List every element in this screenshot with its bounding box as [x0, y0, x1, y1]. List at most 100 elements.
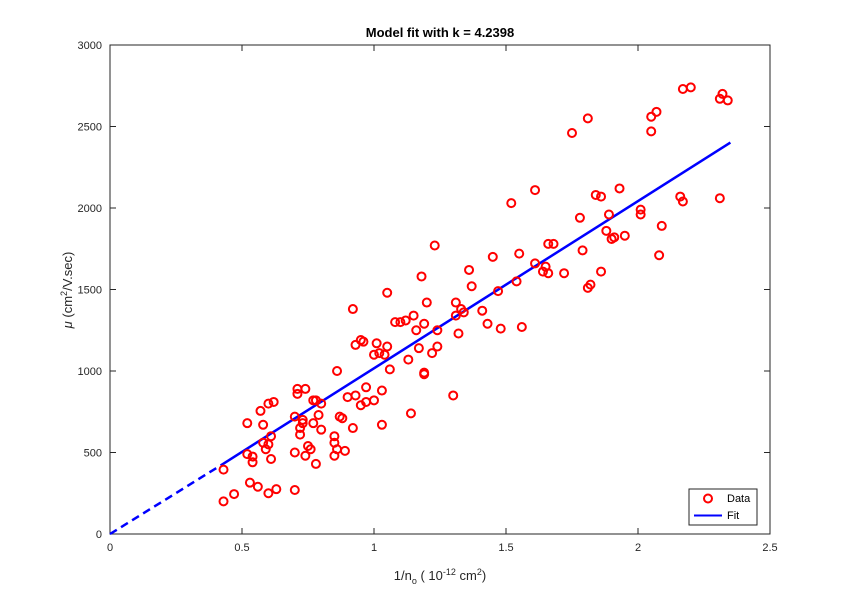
- axis-ticks: 0 0.5 1 1.5 2 2.5 0 500 1000 1500 2000 2500 3000: [78, 40, 778, 554]
- y-tick-label: 3000: [78, 40, 102, 52]
- plot-area: [109, 44, 771, 535]
- data-point: [337, 413, 348, 424]
- data-point: [247, 457, 258, 468]
- fit-line-dashed: [109, 464, 222, 536]
- data-point: [229, 489, 240, 500]
- data-point: [266, 431, 277, 442]
- data-point: [453, 328, 464, 339]
- data-point: [487, 251, 498, 262]
- data-point: [255, 405, 266, 416]
- data-point: [722, 95, 733, 106]
- data-point: [559, 268, 570, 279]
- data-point: [717, 88, 728, 99]
- data-point: [295, 429, 306, 440]
- data-point: [506, 198, 517, 209]
- data-point: [654, 250, 665, 261]
- data-point: [651, 106, 662, 117]
- data-point: [258, 419, 269, 430]
- data-point: [350, 339, 361, 350]
- data-point: [310, 458, 321, 469]
- data-point: [614, 183, 625, 194]
- data-point: [369, 395, 379, 406]
- legend-fit-label: Fit: [727, 510, 739, 522]
- data-point: [582, 113, 593, 124]
- legend-box: [688, 488, 758, 526]
- data-point: [567, 128, 577, 139]
- data-point: [252, 481, 263, 492]
- data-point: [585, 279, 596, 290]
- data-point: [656, 220, 667, 231]
- data-point: [419, 318, 430, 329]
- data-point: [395, 317, 406, 328]
- data-point: [242, 449, 253, 460]
- data-point: [427, 348, 438, 359]
- data-point: [450, 310, 461, 321]
- y-tick-label: 2000: [78, 203, 102, 215]
- y-tick-label: 1500: [78, 285, 102, 297]
- x-tick-label: 2.5: [762, 542, 777, 554]
- data-point: [292, 388, 303, 399]
- chart-title: Model fit with k = 4.2398: [366, 25, 514, 40]
- data-point: [601, 225, 612, 236]
- data-point: [242, 418, 253, 429]
- data-point: [596, 266, 607, 277]
- data-point: [514, 248, 525, 259]
- data-point: [403, 354, 414, 365]
- data-point: [332, 366, 343, 376]
- data-point: [339, 445, 350, 456]
- data-point: [374, 348, 385, 359]
- data-point: [450, 297, 461, 308]
- data-point: [419, 367, 430, 378]
- data-point: [382, 287, 393, 298]
- y-tick-label: 2500: [78, 122, 102, 134]
- data-point: [448, 390, 459, 401]
- data-point: [677, 196, 688, 207]
- data-point: [361, 382, 372, 393]
- data-point: [289, 484, 300, 495]
- data-point: [408, 310, 419, 321]
- data-point: [244, 477, 255, 488]
- data-point: [511, 276, 522, 287]
- y-tick-label: 1000: [78, 366, 102, 378]
- data-point: [376, 419, 387, 430]
- legend: Data Fit: [688, 488, 758, 526]
- y-tick-label: 0: [96, 529, 102, 541]
- data-point: [635, 204, 646, 215]
- y-axis-label: μ (cm2/V.sec): [59, 252, 75, 330]
- data-point: [316, 424, 327, 435]
- data-point: [429, 240, 440, 251]
- data-point: [537, 266, 548, 277]
- data-point: [482, 318, 493, 329]
- data-point: [577, 245, 588, 256]
- data-point: [464, 264, 475, 275]
- data-point: [347, 304, 358, 315]
- data-point: [358, 336, 369, 347]
- x-tick-label: 0: [107, 542, 113, 554]
- data-point: [458, 307, 469, 318]
- fit-line-solid: [220, 141, 732, 467]
- data-point: [516, 321, 527, 332]
- data-point: [596, 191, 607, 202]
- data-point: [685, 82, 696, 93]
- data-point: [619, 230, 630, 241]
- data-point: [350, 390, 361, 401]
- data-point: [263, 398, 274, 409]
- data-point: [411, 325, 422, 336]
- data-point: [646, 126, 657, 137]
- data-point: [635, 209, 646, 220]
- x-tick-label: 1: [371, 542, 377, 554]
- data-point: [495, 323, 506, 334]
- x-axis-label: 1/no ( 10-12 cm2): [394, 567, 486, 586]
- data-point: [308, 418, 319, 429]
- data-series: [218, 82, 733, 507]
- x-tick-label: 0.5: [234, 542, 249, 554]
- data-point: [268, 396, 279, 407]
- data-point: [300, 383, 311, 394]
- data-point: [574, 212, 585, 223]
- data-point: [289, 411, 300, 422]
- legend-data-marker: [703, 493, 713, 504]
- legend-data-label: Data: [727, 493, 751, 505]
- data-point: [329, 431, 340, 442]
- data-point: [714, 193, 725, 204]
